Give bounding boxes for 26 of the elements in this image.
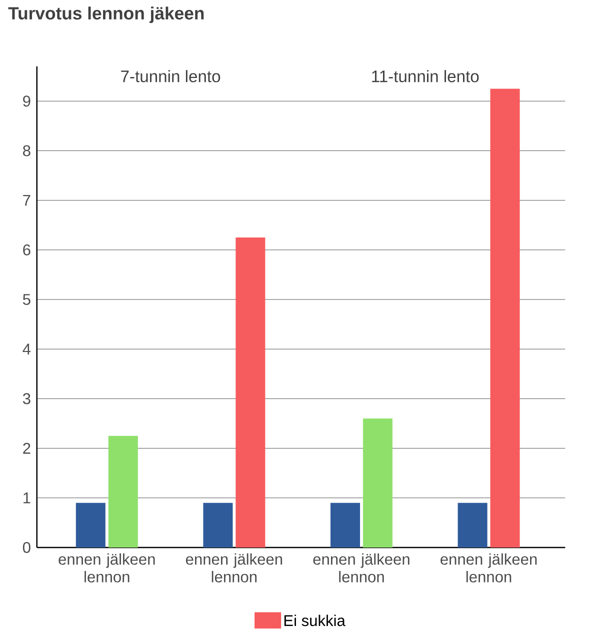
chart-title: Turvotus lennon jäkeen [8,6,204,24]
y-tick-label: 0 [23,542,31,553]
y-tick-label: 4 [22,344,31,354]
y-tick-label: 2 [23,442,30,454]
bar [363,418,393,548]
y-tick-label: 9 [23,96,30,107]
annotation: 7-tunnin lento [121,70,220,82]
x-tick-label: ennen jälkeen lennon [440,553,537,582]
bar [108,436,138,548]
x-tick-label: ennen jälkeen lennon [186,553,282,582]
y-tick-label: 3 [23,393,31,404]
y-tick-label: 6 [23,244,31,256]
bar [203,502,233,548]
y-tick-label: 5 [23,294,31,305]
legend-label: Ei sukkia [284,614,346,626]
bar [236,238,266,548]
bar [330,502,360,548]
x-tick-label: ennen jälkeen lennon [313,553,410,582]
bar [76,502,106,548]
bar [458,502,488,548]
annotation: 11-tunnin lento [372,70,479,82]
y-tick-label: 1 [24,492,30,504]
x-tick-label: ennen jälkeen lennon [58,553,155,582]
bar [490,88,520,548]
y-tick-label: 7 [23,194,30,206]
y-tick-label: 8 [23,145,31,156]
